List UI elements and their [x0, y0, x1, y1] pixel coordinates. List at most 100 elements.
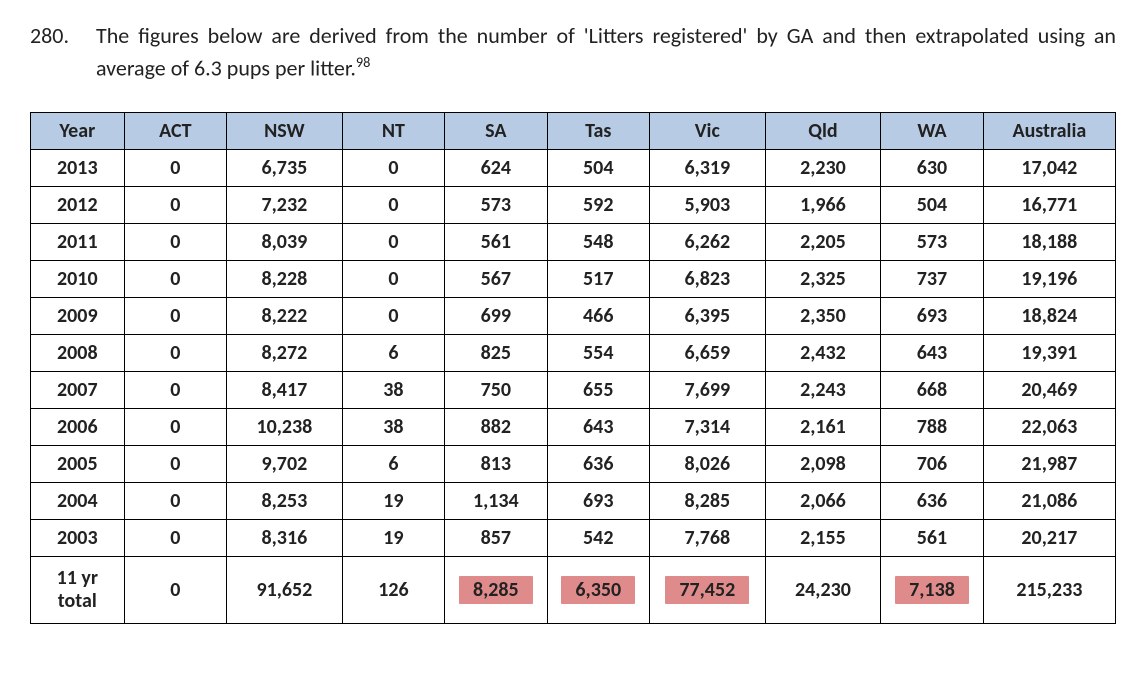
cell-value: 8,222	[227, 298, 343, 335]
cell-value: 561	[881, 520, 983, 557]
cell-value: 548	[547, 224, 649, 261]
cell-value: 693	[547, 483, 649, 520]
col-qld: Qld	[765, 113, 881, 150]
table-row: 200708,417387506557,6992,24366820,469	[31, 372, 1116, 409]
cell-value: 6,735	[227, 150, 343, 187]
cell-total-value: 6,350	[547, 557, 649, 624]
cell-value: 0	[124, 150, 226, 187]
table-total-row: 11 yrtotal091,6521268,2856,35077,45224,2…	[31, 557, 1116, 624]
cell-value: 8,228	[227, 261, 343, 298]
highlighted-value: 6,350	[561, 576, 635, 604]
cell-value: 517	[547, 261, 649, 298]
col-wa: WA	[881, 113, 983, 150]
cell-value: 1,134	[445, 483, 547, 520]
cell-value: 5,903	[649, 187, 765, 224]
cell-value: 636	[547, 446, 649, 483]
cell-value: 630	[881, 150, 983, 187]
cell-total-value: 8,285	[445, 557, 547, 624]
cell-value: 573	[445, 187, 547, 224]
cell-value: 554	[547, 335, 649, 372]
paragraph-text: The figures below are derived from the n…	[96, 20, 1116, 84]
cell-value: 6,262	[649, 224, 765, 261]
cell-value: 825	[445, 335, 547, 372]
cell-value: 19	[342, 520, 444, 557]
paragraph-number: 280.	[30, 20, 96, 52]
cell-value: 17,042	[983, 150, 1115, 187]
litters-table: Year ACT NSW NT SA Tas Vic Qld WA Austra…	[30, 112, 1116, 624]
cell-total-value: 215,233	[983, 557, 1115, 624]
cell-value: 2,325	[765, 261, 881, 298]
paragraph-280: 280. The figures below are derived from …	[30, 20, 1116, 84]
cell-value: 8,026	[649, 446, 765, 483]
cell-value: 22,063	[983, 409, 1115, 446]
cell-value: 0	[124, 298, 226, 335]
table-row: 200408,253191,1346938,2852,06663621,086	[31, 483, 1116, 520]
cell-value: 0	[342, 187, 444, 224]
cell-value: 643	[547, 409, 649, 446]
table-row: 200808,27268255546,6592,43264319,391	[31, 335, 1116, 372]
cell-value: 38	[342, 372, 444, 409]
cell-value: 592	[547, 187, 649, 224]
cell-value: 18,824	[983, 298, 1115, 335]
cell-value: 7,768	[649, 520, 765, 557]
cell-value: 6	[342, 446, 444, 483]
cell-value: 504	[547, 150, 649, 187]
cell-value: 882	[445, 409, 547, 446]
cell-value: 8,417	[227, 372, 343, 409]
cell-value: 6,659	[649, 335, 765, 372]
cell-value: 18,188	[983, 224, 1115, 261]
cell-value: 813	[445, 446, 547, 483]
table-row: 2006010,238388826437,3142,16178822,063	[31, 409, 1116, 446]
cell-value: 6,823	[649, 261, 765, 298]
highlighted-value: 8,285	[459, 576, 533, 604]
highlighted-value: 77,452	[665, 576, 749, 604]
cell-value: 19	[342, 483, 444, 520]
cell-value: 624	[445, 150, 547, 187]
cell-value: 0	[124, 446, 226, 483]
cell-value: 0	[124, 409, 226, 446]
cell-value: 0	[342, 150, 444, 187]
cell-value: 2,155	[765, 520, 881, 557]
cell-value: 2,432	[765, 335, 881, 372]
cell-total-value: 91,652	[227, 557, 343, 624]
col-australia: Australia	[983, 113, 1115, 150]
cell-value: 1,966	[765, 187, 881, 224]
col-vic: Vic	[649, 113, 765, 150]
cell-value: 20,217	[983, 520, 1115, 557]
cell-value: 655	[547, 372, 649, 409]
cell-value: 466	[547, 298, 649, 335]
cell-value: 2,098	[765, 446, 881, 483]
cell-value: 6,395	[649, 298, 765, 335]
cell-value: 737	[881, 261, 983, 298]
table-head: Year ACT NSW NT SA Tas Vic Qld WA Austra…	[31, 113, 1116, 150]
cell-year: 2007	[31, 372, 125, 409]
cell-value: 10,238	[227, 409, 343, 446]
cell-value: 16,771	[983, 187, 1115, 224]
cell-value: 2,066	[765, 483, 881, 520]
cell-year: 2010	[31, 261, 125, 298]
cell-value: 19,391	[983, 335, 1115, 372]
cell-value: 7,232	[227, 187, 343, 224]
cell-value: 6,319	[649, 150, 765, 187]
cell-value: 2,350	[765, 298, 881, 335]
cell-value: 7,314	[649, 409, 765, 446]
cell-year: 2013	[31, 150, 125, 187]
cell-value: 699	[445, 298, 547, 335]
col-sa: SA	[445, 113, 547, 150]
cell-year: 2008	[31, 335, 125, 372]
cell-value: 21,987	[983, 446, 1115, 483]
cell-total-value: 0	[124, 557, 226, 624]
cell-value: 542	[547, 520, 649, 557]
cell-value: 20,469	[983, 372, 1115, 409]
cell-value: 8,316	[227, 520, 343, 557]
cell-value: 0	[124, 335, 226, 372]
cell-value: 706	[881, 446, 983, 483]
cell-value: 6	[342, 335, 444, 372]
cell-value: 8,039	[227, 224, 343, 261]
cell-value: 9,702	[227, 446, 343, 483]
table-row: 201008,22805675176,8232,32573719,196	[31, 261, 1116, 298]
cell-value: 7,699	[649, 372, 765, 409]
cell-total-value: 7,138	[881, 557, 983, 624]
cell-value: 19,196	[983, 261, 1115, 298]
col-year: Year	[31, 113, 125, 150]
